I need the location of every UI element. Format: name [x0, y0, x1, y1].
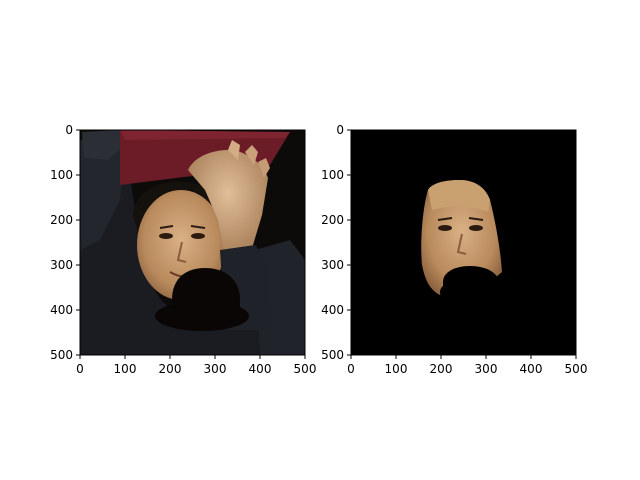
left-x-tick-label: 500: [294, 362, 317, 376]
left-y-tick-label: 400: [50, 303, 73, 317]
left-axes-frame: [79, 129, 306, 356]
left-y-tick-label: 500: [50, 348, 73, 362]
right-y-tick-label: 200: [321, 213, 344, 227]
right-y-tick-label: 300: [321, 258, 344, 272]
right-x-tick-label: 400: [520, 362, 543, 376]
left-y-tick-label: 200: [50, 213, 73, 227]
left-x-tick-label: 400: [249, 362, 272, 376]
right-y-tick-label: 500: [321, 348, 344, 362]
left-x-axis: 0 100 200 300 400 500: [76, 355, 316, 376]
right-x-tick-label: 500: [565, 362, 588, 376]
right-axes-frame: [350, 129, 577, 356]
left-image-panel: 0 100 200 300 400 500 0 100 200 300 400 500: [50, 123, 316, 376]
left-y-tick-label: 100: [50, 168, 73, 182]
right-x-axis: 0 100 200 300 400 500: [347, 355, 587, 376]
right-mask-image: [351, 130, 576, 355]
right-y-axis: 0 100 200 300 400 500: [321, 123, 351, 362]
left-x-tick-label: 200: [159, 362, 182, 376]
right-x-tick-label: 300: [475, 362, 498, 376]
left-y-tick-label: 0: [65, 123, 73, 137]
left-y-tick-label: 300: [50, 258, 73, 272]
right-y-tick-label: 0: [336, 123, 344, 137]
right-y-tick-label: 100: [321, 168, 344, 182]
left-y-axis: 0 100 200 300 400 500: [50, 123, 80, 362]
left-x-tick-label: 0: [76, 362, 84, 376]
right-x-tick-label: 0: [347, 362, 355, 376]
right-image-panel: 0 100 200 300 400 500 0 100 200 300 400 500: [321, 123, 587, 376]
right-x-tick-label: 100: [385, 362, 408, 376]
left-photo: [80, 130, 305, 355]
right-y-tick-label: 400: [321, 303, 344, 317]
left-x-tick-label: 300: [204, 362, 227, 376]
left-x-tick-label: 100: [114, 362, 137, 376]
right-x-tick-label: 200: [430, 362, 453, 376]
